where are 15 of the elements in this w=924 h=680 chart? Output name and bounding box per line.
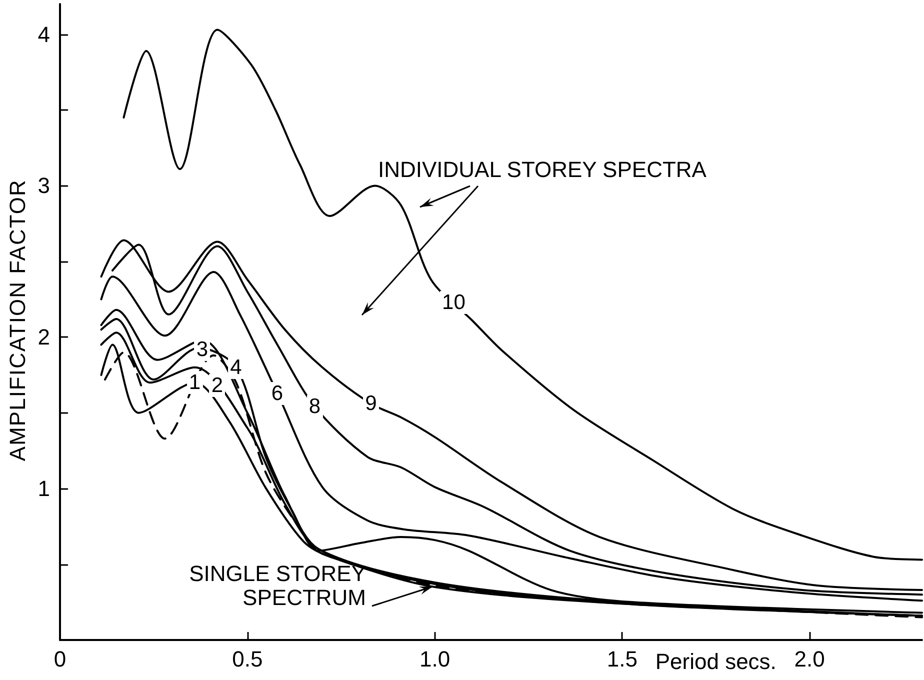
x-tick-label: 0.5 (232, 646, 263, 672)
x-tick-label: 2.0 (794, 646, 825, 672)
annotation: 10 (440, 290, 468, 314)
x-tick-label: 1.5 (606, 646, 638, 672)
y-axis-title: AMPLIFICATION FACTOR (4, 179, 30, 462)
y-tick-label: 3 (38, 173, 50, 198)
annotation: 2 (209, 374, 226, 398)
x-tick-label: 1.0 (419, 646, 450, 672)
annotation: SINGLE STOREY SPECTRUM (188, 561, 366, 610)
x-tick-label: 0 (54, 646, 66, 672)
y-tick-label: 4 (38, 22, 50, 47)
x-axis-title: Period secs. (655, 649, 776, 674)
annotation: INDIVIDUAL STOREY SPECTRA (378, 157, 706, 182)
y-tick-label: 2 (38, 324, 50, 350)
y-tick-label: 1 (38, 476, 50, 502)
